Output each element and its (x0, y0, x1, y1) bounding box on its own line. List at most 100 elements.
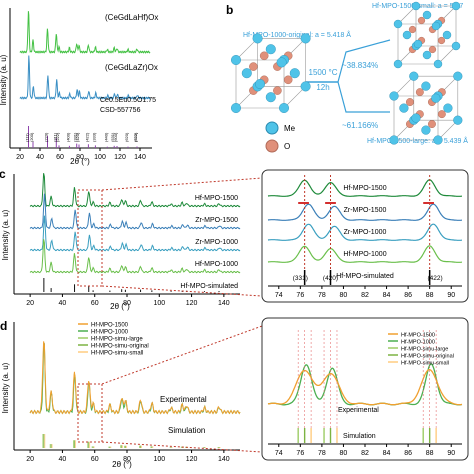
cube-small-o-atom (408, 25, 417, 34)
panel-c-series-line (29, 239, 241, 274)
panel-d-zoom-legend-label: Hf-MPO-1000 (401, 340, 435, 346)
cube-large-me-atom (421, 125, 431, 135)
panel-c-series (29, 173, 241, 292)
panel-a-tick-label: 60 (56, 154, 64, 161)
panel-b: b Hf-MPO-1000-original: a = 5.418 Å Hf-M… (226, 1, 468, 153)
panel-d-zoom-frame (261, 317, 469, 461)
panel-d-zoom-tick-label: 90 (447, 450, 455, 457)
cube-original-me-atom (265, 44, 276, 55)
panel-d-zoom-line-1500 (267, 368, 463, 406)
cube-original-me-atom (279, 102, 290, 113)
panel-d-zoom-tick-label: 78 (318, 450, 326, 457)
panel-b-arrow-large (337, 81, 390, 113)
panel-a-series-hf (19, 11, 151, 54)
panel-d-tick-label: 80 (123, 456, 131, 463)
panel-a-tick-label: 140 (134, 154, 146, 161)
panel-a-hkl-label: (111) (25, 133, 30, 142)
cube-small-me-atom (433, 59, 443, 69)
panel-d-tick-label: 60 (91, 456, 99, 463)
cube-original-o-atom (259, 51, 269, 61)
panel-a-ylabel: Intensity (a. u) (0, 54, 8, 105)
panel-a-hkl-label: (220) (44, 132, 49, 142)
panel-a-hkl-label: (331) (73, 132, 78, 142)
cube-original-o-atom (273, 86, 282, 95)
cube-original-me-atom (254, 78, 265, 89)
panel-a-tick-label: 120 (114, 154, 126, 161)
panel-d-ylabel: Intensity (a. u) (1, 362, 10, 413)
panel-c-series-line (29, 215, 241, 252)
panel-c-series-line (29, 173, 241, 208)
panel-a-series-zr (19, 55, 151, 100)
cube-large-o-atom (406, 98, 414, 106)
panel-d-zoom-tick-label: 80 (340, 450, 348, 457)
panel-d-zoom-box (77, 383, 103, 443)
panel-d-zoom-link-top (101, 325, 263, 385)
panel-d-legend-label: Hf-MPO-1000 (91, 330, 129, 336)
legend-me-label: Me (284, 124, 296, 133)
panel-c-series-label: Zr-MPO-1500 (195, 217, 238, 224)
panel-a-hkl-label: (333) (91, 132, 96, 142)
panel-c-series-line (29, 193, 241, 230)
panel-d-zoom-legend-label: Hf-MPO-simu-large (401, 347, 448, 353)
cube-original-me-atom (230, 102, 241, 113)
panel-a-hkl-label: (620) (124, 132, 129, 142)
panel-c-zoom-link-top (101, 177, 263, 191)
panel-b-arrow-small (337, 39, 391, 83)
panel-c-ylabel: Intensity (a. u) (1, 209, 10, 260)
panel-c-tick-label: 120 (186, 300, 198, 307)
cube-original-o-atom (283, 75, 293, 85)
panel-c-zoom-tick-label: 78 (318, 292, 326, 299)
cube-small-me-atom (442, 30, 452, 40)
panel-d-experimental-label: Experimental (160, 395, 207, 404)
panel-d-series (29, 341, 241, 448)
panel-a-label-zr: (CeGdLaZr)Ox (105, 63, 158, 72)
legend-o-label: O (284, 142, 290, 151)
cube-large-me-atom (389, 91, 399, 101)
cube-large-o-atom (415, 88, 424, 97)
panel-b-temp: 1500 °C (309, 68, 338, 77)
panel-a-hkl-label: (440) (103, 132, 108, 142)
cube-small-edge (437, 45, 457, 65)
cube-original-o-atom (249, 62, 258, 71)
panel-c-zoom-hkl: (420) (323, 275, 338, 282)
panel-c-series-label: Zr-MPO-1000 (195, 239, 238, 246)
legend-o-icon (265, 139, 279, 153)
panel-c-zoom-tick-label: 82 (361, 292, 369, 299)
panel-b-time: 12h (316, 83, 329, 92)
panel-b-cube-large (389, 71, 463, 145)
panel-a-ref-csd: CSD-557756 (100, 107, 141, 114)
panel-a-hkl-label: (622) (133, 132, 138, 142)
panel-d-line-1500 (29, 341, 241, 415)
panel-d-tick-label: 20 (26, 456, 34, 463)
panel-a-hkl-label: (531) (110, 132, 115, 142)
cube-small-me-atom (451, 1, 461, 11)
panel-b-cube-original (230, 33, 311, 113)
panel-c-zoom-label: Hf-MPO-simulated (336, 273, 394, 280)
cube-large-me-atom (453, 115, 463, 125)
panel-c-zoom: 74 76 78 80 82 84 86 88 90 Hf-MPO-1500 Zr-MPO-1500… (267, 175, 462, 299)
panel-c-zoom-link-bottom (101, 285, 263, 297)
panel-b-letter: b (226, 3, 233, 17)
panel-a-hkl-label: (311) (52, 132, 57, 142)
cube-original-me-atom (289, 68, 300, 79)
panel-d-zoom-experimental: Experimental (338, 407, 379, 414)
panel-c-zoom-tick-label: 76 (296, 292, 304, 299)
panel-a-xticks: 20 40 60 80 100 120 140 (16, 148, 146, 161)
panel-c-tick-label: 100 (153, 300, 165, 307)
panel-c-zoom-tick-label: 84 (383, 292, 391, 299)
cube-small-me-atom (413, 39, 423, 49)
panel-d-zoom-tick-label: 88 (426, 450, 434, 457)
panel-d-simulation-label: Simulation (168, 426, 205, 435)
cube-large-me-atom (443, 103, 453, 113)
panel-d-legend-label: Hf-MPO-simu-original (91, 344, 149, 350)
panel-c-tick-label: 60 (91, 300, 99, 307)
panel-d-tick-label: 100 (153, 456, 165, 463)
panel-d-zoom-tick-label: 86 (404, 450, 412, 457)
panel-a-ref-formula: Ce0.5Eu0.5O1.75 (100, 97, 156, 104)
cube-large-me-atom (389, 135, 399, 145)
cube-large-o-atom (428, 120, 436, 128)
panel-c-tick-label: 80 (123, 300, 131, 307)
panel-d-zoom-legend-label: Hf-MPO-simu-small (401, 361, 449, 367)
panel-d-tick-label: 40 (59, 456, 67, 463)
panel-c-zoom-label: Hf-MPO-1000 (343, 251, 386, 258)
